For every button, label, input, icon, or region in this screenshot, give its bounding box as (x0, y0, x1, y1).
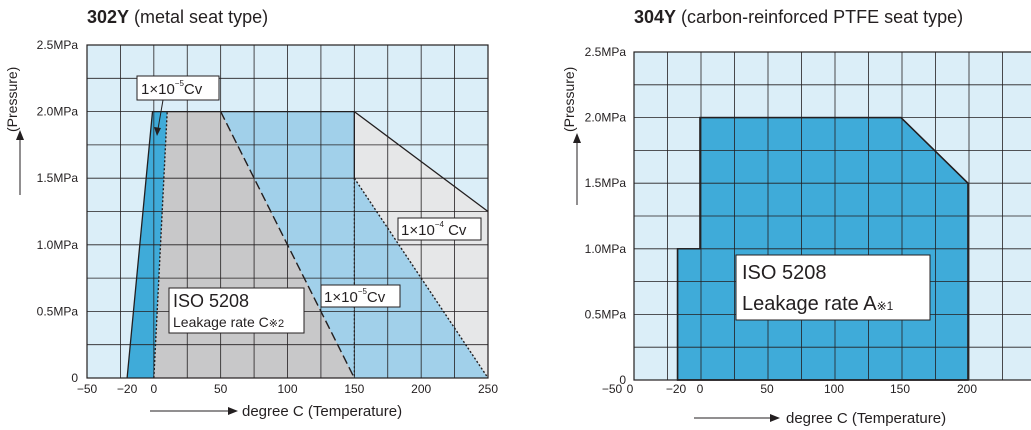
x-axis-label: degree C (Temperature) (786, 410, 946, 427)
annotation-box-1e4 (397, 217, 482, 241)
y-tick-label: 2.0MPa (37, 105, 79, 119)
annotation-1e5-top: 1×10−5Cv (141, 79, 203, 98)
x-tick-label: 100 (824, 382, 844, 396)
leakage-rate-304y: Leakage rate A※1 (742, 293, 894, 315)
x-tick-label: −50 (602, 382, 623, 396)
x-tick-label: 0 (697, 382, 704, 396)
x-tick-label: 0 (150, 382, 157, 396)
chart-304y: 304Y (carbon-reinforced PTFE seat type) … (561, 7, 1031, 427)
plot-frame (86, 44, 489, 379)
y-tick-label: 0 (619, 373, 626, 387)
x-tick-label: 0 (627, 382, 634, 396)
x-tick-label: 150 (344, 382, 364, 396)
y-tick-label: 1.0MPa (37, 238, 79, 252)
y-axis-label: (Pressure) (4, 67, 20, 132)
plot-frame (633, 51, 1031, 381)
annotation-arrowhead (154, 127, 161, 136)
y-tick-label: 1.5MPa (585, 176, 627, 190)
x-tick-label: −20 (117, 382, 138, 396)
x-tick-label: 50 (760, 382, 774, 396)
annotation-box-1e5-top (136, 75, 220, 101)
y-axis-arrowhead (16, 130, 24, 140)
annotation-arrow (157, 99, 164, 130)
boundary-line-solid (126, 110, 489, 379)
y-tick-labels: 0 0.5MPa 1.0MPa 1.5MPa 2.0MPa 2.5MPa (37, 38, 79, 385)
x-tick-label: 200 (411, 382, 431, 396)
x-axis-label: degree C (Temperature) (242, 403, 402, 420)
y-tick-label: 0 (71, 371, 78, 385)
x-tick-label: 200 (957, 382, 977, 396)
x-tick-label: 250 (478, 382, 498, 396)
annotation-1e4: 1×10−4 Cv (401, 220, 467, 239)
y-tick-label: 2.5MPa (585, 45, 627, 59)
chart-302y: 302Y (metal seat type) (Pressure) 0 0.5MP… (4, 7, 498, 420)
x-tick-labels: −50 0 −20 0 50 100 150 200 (602, 382, 978, 396)
x-axis-arrowhead (770, 414, 780, 422)
x-tick-label: 100 (277, 382, 297, 396)
standard-box-304y (735, 254, 931, 321)
y-axis-label: (Pressure) (561, 67, 577, 132)
y-axis-arrowhead (573, 133, 581, 143)
annotation-box-1e5-mid (320, 284, 401, 308)
leakage-rate-302y: Leakage rate C※2 (173, 314, 284, 330)
boundary-line-dotted-left (153, 111, 168, 379)
standard-name-304y: ISO 5208 (742, 262, 827, 284)
x-tick-labels: −50 −20 0 50 100 150 200 250 (77, 382, 499, 396)
x-tick-label: −20 (666, 382, 687, 396)
y-tick-labels: 0 0.5MPa 1.0MPa 1.5MPa 2.0MPa 2.5MPa (585, 45, 627, 387)
y-tick-label: 1.0MPa (585, 242, 627, 256)
boundary-line-dotted-diagonal (353, 177, 489, 379)
x-axis-arrowhead (228, 407, 238, 415)
y-tick-label: 0.5MPa (585, 307, 627, 321)
operating-region-outline (676, 116, 969, 381)
x-tick-label: −50 (77, 382, 98, 396)
boundary-line-dashed (220, 111, 355, 379)
x-tick-label: 50 (214, 382, 228, 396)
y-tick-label: 1.5MPa (37, 171, 79, 185)
standard-box-302y (168, 287, 305, 334)
standard-name-302y: ISO 5208 (173, 291, 249, 311)
title-304y: 304Y (carbon-reinforced PTFE seat type) (634, 7, 963, 27)
annotation-1e5-mid: 1×10−5Cv (324, 287, 386, 306)
y-tick-label: 2.0MPa (585, 111, 627, 125)
y-tick-label: 2.5MPa (37, 38, 79, 52)
y-tick-label: 0.5MPa (37, 304, 79, 318)
x-tick-label: 150 (890, 382, 910, 396)
title-302y: 302Y (metal seat type) (87, 7, 268, 27)
